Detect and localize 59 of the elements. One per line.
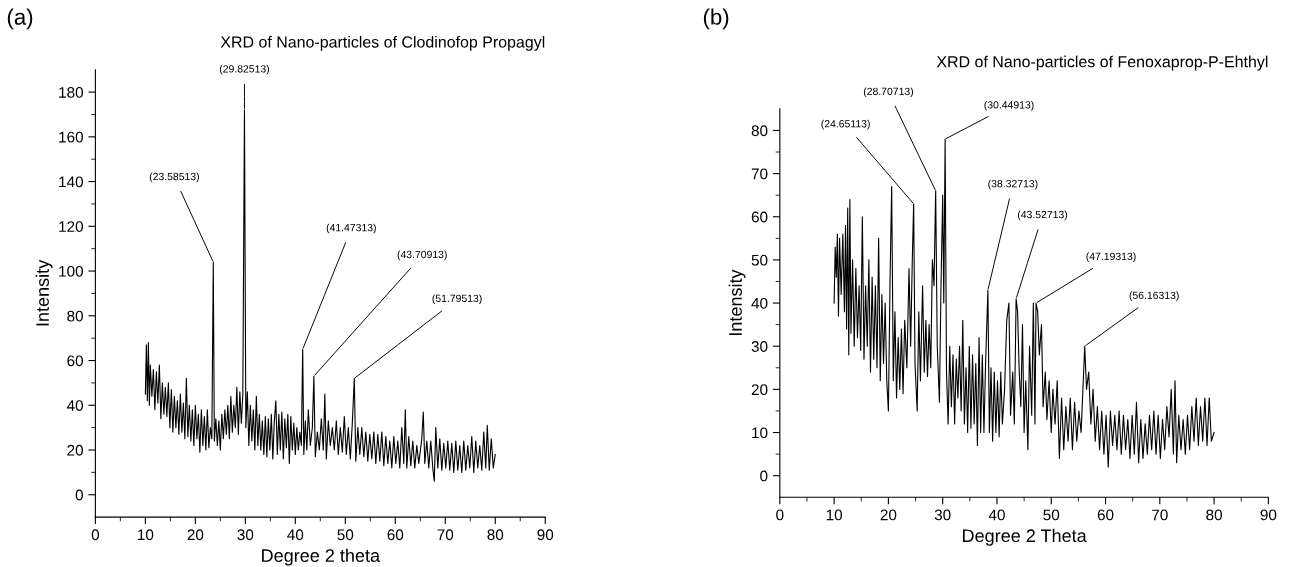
x-tick-label: 30 (237, 529, 254, 541)
x-tick-label: 10 (826, 509, 843, 521)
x-tick-label: 60 (1097, 509, 1114, 521)
x-tick-label: 40 (287, 529, 304, 541)
annotation: (47.19313) (1086, 252, 1136, 263)
annotation: (43.52713) (1017, 210, 1068, 221)
x-tick-label: 80 (1206, 509, 1222, 521)
y-tick-label: 80 (751, 125, 768, 137)
x-tick-label: 70 (437, 529, 454, 541)
y-tick-label: 10 (752, 427, 768, 439)
annotation: (23.58513) (149, 172, 199, 183)
annotation: (29.82513) (219, 64, 270, 75)
annotation: (51.79513) (432, 294, 482, 305)
text: (b) (703, 8, 729, 30)
text: (a) (7, 8, 33, 30)
y-tick-label: 160 (59, 131, 83, 143)
x-tick-label: 90 (1260, 509, 1277, 521)
y-axis-title: Intensity (35, 259, 53, 326)
y-tick-label: 20 (751, 384, 768, 396)
annotation: (56.16313) (1129, 291, 1179, 302)
annotation: (43.70913) (397, 250, 447, 261)
y-tick-label: 20 (67, 444, 83, 456)
x-tick-label: 0 (776, 509, 784, 521)
y-tick-label: 140 (59, 176, 83, 188)
y-tick-label: 70 (751, 168, 768, 180)
y-axis-title: Intensity (728, 269, 746, 336)
chart-title: XRD of Nano-particles of Fenoxaprop-P-Ehthyl (936, 55, 1268, 71)
y-tick-label: 40 (66, 400, 83, 411)
x-tick-label: 20 (187, 529, 204, 541)
y-tick-label: 0 (760, 470, 768, 482)
annotation: (30.44913) (984, 100, 1034, 111)
y-tick-label: 50 (751, 254, 768, 266)
x-tick-label: 40 (988, 509, 1005, 521)
annotation: (38.32713) (988, 179, 1038, 190)
annotation: (24.65113) (821, 119, 870, 130)
y-tick-label: 30 (751, 341, 768, 352)
chart-title: XRD of Nano-particles of Clodinofop Propagyl (220, 35, 545, 51)
x-tick-label: 50 (337, 529, 354, 541)
annotation: (41.47313) (326, 223, 376, 234)
x-tick-label: 70 (1152, 509, 1168, 521)
x-tick-label: 10 (138, 529, 154, 541)
x-axis-title: Degree 2 Theta (963, 528, 1087, 546)
y-tick-label: 180 (59, 86, 83, 98)
y-tick-label: 0 (75, 489, 83, 501)
x-tick-label: 50 (1043, 509, 1060, 521)
y-tick-label: 120 (59, 221, 83, 232)
x-tick-label: 20 (880, 509, 897, 521)
y-tick-label: 40 (751, 297, 768, 309)
x-tick-label: 90 (537, 529, 554, 541)
x-axis-title: Degree 2 theta (262, 548, 381, 566)
x-tick-label: 60 (387, 529, 404, 541)
x-tick-label: 80 (487, 529, 504, 541)
y-tick-label: 60 (67, 355, 83, 367)
y-tick-label: 60 (751, 211, 768, 223)
y-tick-label: 80 (67, 310, 83, 322)
x-tick-label: 30 (934, 509, 951, 521)
annotation: (28.70713) (863, 87, 913, 98)
y-tick-label: 100 (59, 265, 83, 277)
x-tick-label: 0 (91, 529, 100, 541)
